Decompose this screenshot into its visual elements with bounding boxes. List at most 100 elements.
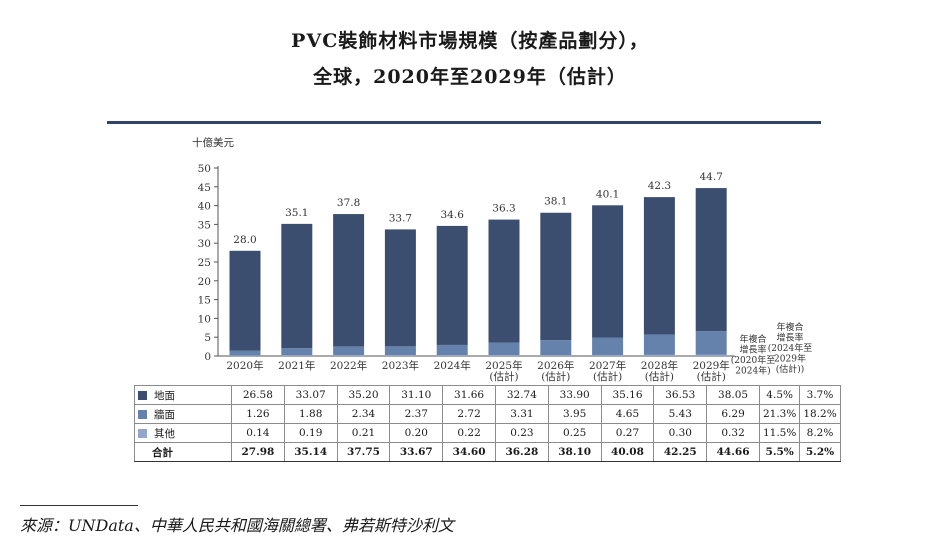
table-cell: 1.26 <box>231 404 285 424</box>
cagr-header: 增長率 <box>776 332 803 344</box>
table-cell: 31.66 <box>442 385 496 405</box>
x-tick-label: 2026年 <box>537 359 574 372</box>
table-cell: 0.21 <box>336 423 391 443</box>
row-label: 牆面 <box>134 404 232 424</box>
x-tick-label: (估計) <box>541 370 570 383</box>
table-cell: 0.20 <box>389 423 444 443</box>
bar-segment <box>229 250 261 351</box>
bar-segment <box>384 355 416 356</box>
table-cell: 33.07 <box>283 385 338 405</box>
bar-segment <box>333 355 365 356</box>
bar-segment <box>281 355 313 356</box>
cagr-header: (估計)) <box>776 363 805 375</box>
x-tick-label: 2020年 <box>226 359 263 372</box>
cagr-cell: 3.7% <box>799 385 841 405</box>
bar-segment <box>333 214 365 347</box>
x-tick-label: (估計) <box>697 370 726 383</box>
cagr-header: (2024年至 <box>768 342 812 354</box>
bar-segment <box>436 344 468 356</box>
table-cell: 2.34 <box>336 404 391 424</box>
table-total-row: 合計 27.98 35.14 37.75 33.67 34.60 36.28 38.10 40.… <box>134 442 841 462</box>
table-cell: 38.10 <box>547 442 602 462</box>
source-divider <box>20 505 138 506</box>
bar-segment <box>643 197 675 335</box>
bar-segment <box>488 355 520 356</box>
table-cell: 0.32 <box>706 423 760 443</box>
table-cell: 31.10 <box>389 385 444 405</box>
bar-value-label: 28.0 <box>233 234 256 246</box>
bar-value-label: 42.3 <box>648 180 671 192</box>
cagr-cell: 18.2% <box>799 404 841 424</box>
table-cell: 37.75 <box>336 442 391 462</box>
x-tick-label: (估計) <box>593 370 622 383</box>
table-cell: 36.53 <box>653 385 708 405</box>
table-cell: 35.14 <box>283 442 338 462</box>
table-cell: 5.43 <box>653 404 708 424</box>
x-tick-label: 2029年 <box>693 359 730 372</box>
table-cell: 35.20 <box>336 385 391 405</box>
table-cell: 0.19 <box>283 423 338 443</box>
table-cell: 26.58 <box>231 385 285 405</box>
source-note: 來源：UNData、中華人民共和國海關總署、弗若斯特沙利文 <box>20 516 454 535</box>
bar-segment <box>436 355 468 356</box>
title-divider <box>107 121 821 124</box>
table-cell: 4.65 <box>600 404 655 424</box>
bar-segment <box>436 225 468 345</box>
table-cell: 0.25 <box>547 423 602 443</box>
y-tick-label: 40 <box>198 201 211 213</box>
bar-segment <box>384 229 416 347</box>
chart-title-line2: 全球，2020年至2029年（估計） <box>313 66 627 88</box>
bar-segment <box>695 354 727 356</box>
bar-value-label: 36.3 <box>492 203 515 215</box>
bar-value-label: 37.8 <box>337 197 360 209</box>
table-cell: 6.29 <box>706 404 760 424</box>
bar-segment <box>488 342 520 356</box>
legend-label: 牆面 <box>154 408 175 421</box>
bar-segment <box>592 205 624 338</box>
table-cell: 0.27 <box>600 423 655 443</box>
bar-segment <box>540 340 572 356</box>
bar-segment <box>281 223 313 349</box>
bar-segment <box>592 337 624 355</box>
table-cell: 0.23 <box>494 423 549 443</box>
x-tick-label: 2028年 <box>641 359 678 372</box>
table-row: 其他 0.14 0.19 0.21 0.20 0.22 0.23 0.25 0.27 0.30 0.… <box>134 423 841 443</box>
y-tick-label: 5 <box>204 332 211 344</box>
bar-value-label: 33.7 <box>389 212 412 224</box>
cagr-cell: 5.2% <box>799 442 841 462</box>
legend-swatch <box>138 428 147 438</box>
row-label: 其他 <box>134 423 232 443</box>
legend-swatch <box>138 409 147 419</box>
legend-label: 地面 <box>154 389 175 402</box>
x-tick-label: 2025年 <box>485 359 522 372</box>
bar-segment <box>643 334 675 355</box>
table-cell: 2.72 <box>442 404 496 424</box>
table-cell: 42.25 <box>653 442 708 462</box>
x-tick-label: 2027年 <box>589 359 626 372</box>
cagr-cell: 11.5% <box>758 423 801 443</box>
table-cell: 38.05 <box>706 385 760 405</box>
bar-segment <box>592 354 624 356</box>
table-row: 牆面 1.26 1.88 2.34 2.37 2.72 3.31 3.95 4.65 5.43 6.… <box>134 404 841 424</box>
table-cell: 36.28 <box>494 442 549 462</box>
row-label: 合計 <box>134 442 232 462</box>
x-tick-label: 2021年 <box>278 359 315 372</box>
bar-value-label: 34.6 <box>441 209 465 221</box>
y-tick-label: 15 <box>198 295 211 307</box>
y-tick-label: 45 <box>198 182 211 194</box>
cagr-header: 增長率 <box>739 344 766 356</box>
y-axis-label: 十億美元 <box>192 136 234 149</box>
cagr-header: 2024年) <box>735 365 770 377</box>
y-tick-label: 30 <box>198 238 211 250</box>
y-tick-label: 50 <box>198 163 211 175</box>
legend-swatch <box>138 390 147 400</box>
bar-segment <box>695 188 727 332</box>
cagr-header: (2020年至 <box>731 354 775 366</box>
bar-segment <box>540 355 572 356</box>
cagr-cell: 5.5% <box>758 442 801 462</box>
table-cell: 0.22 <box>442 423 496 443</box>
table-row: 地面 26.58 33.07 35.20 31.10 31.66 32.74 33.90 35.… <box>134 385 841 405</box>
x-tick-label: 2024年 <box>434 359 471 372</box>
bar-value-label: 38.1 <box>544 196 567 208</box>
